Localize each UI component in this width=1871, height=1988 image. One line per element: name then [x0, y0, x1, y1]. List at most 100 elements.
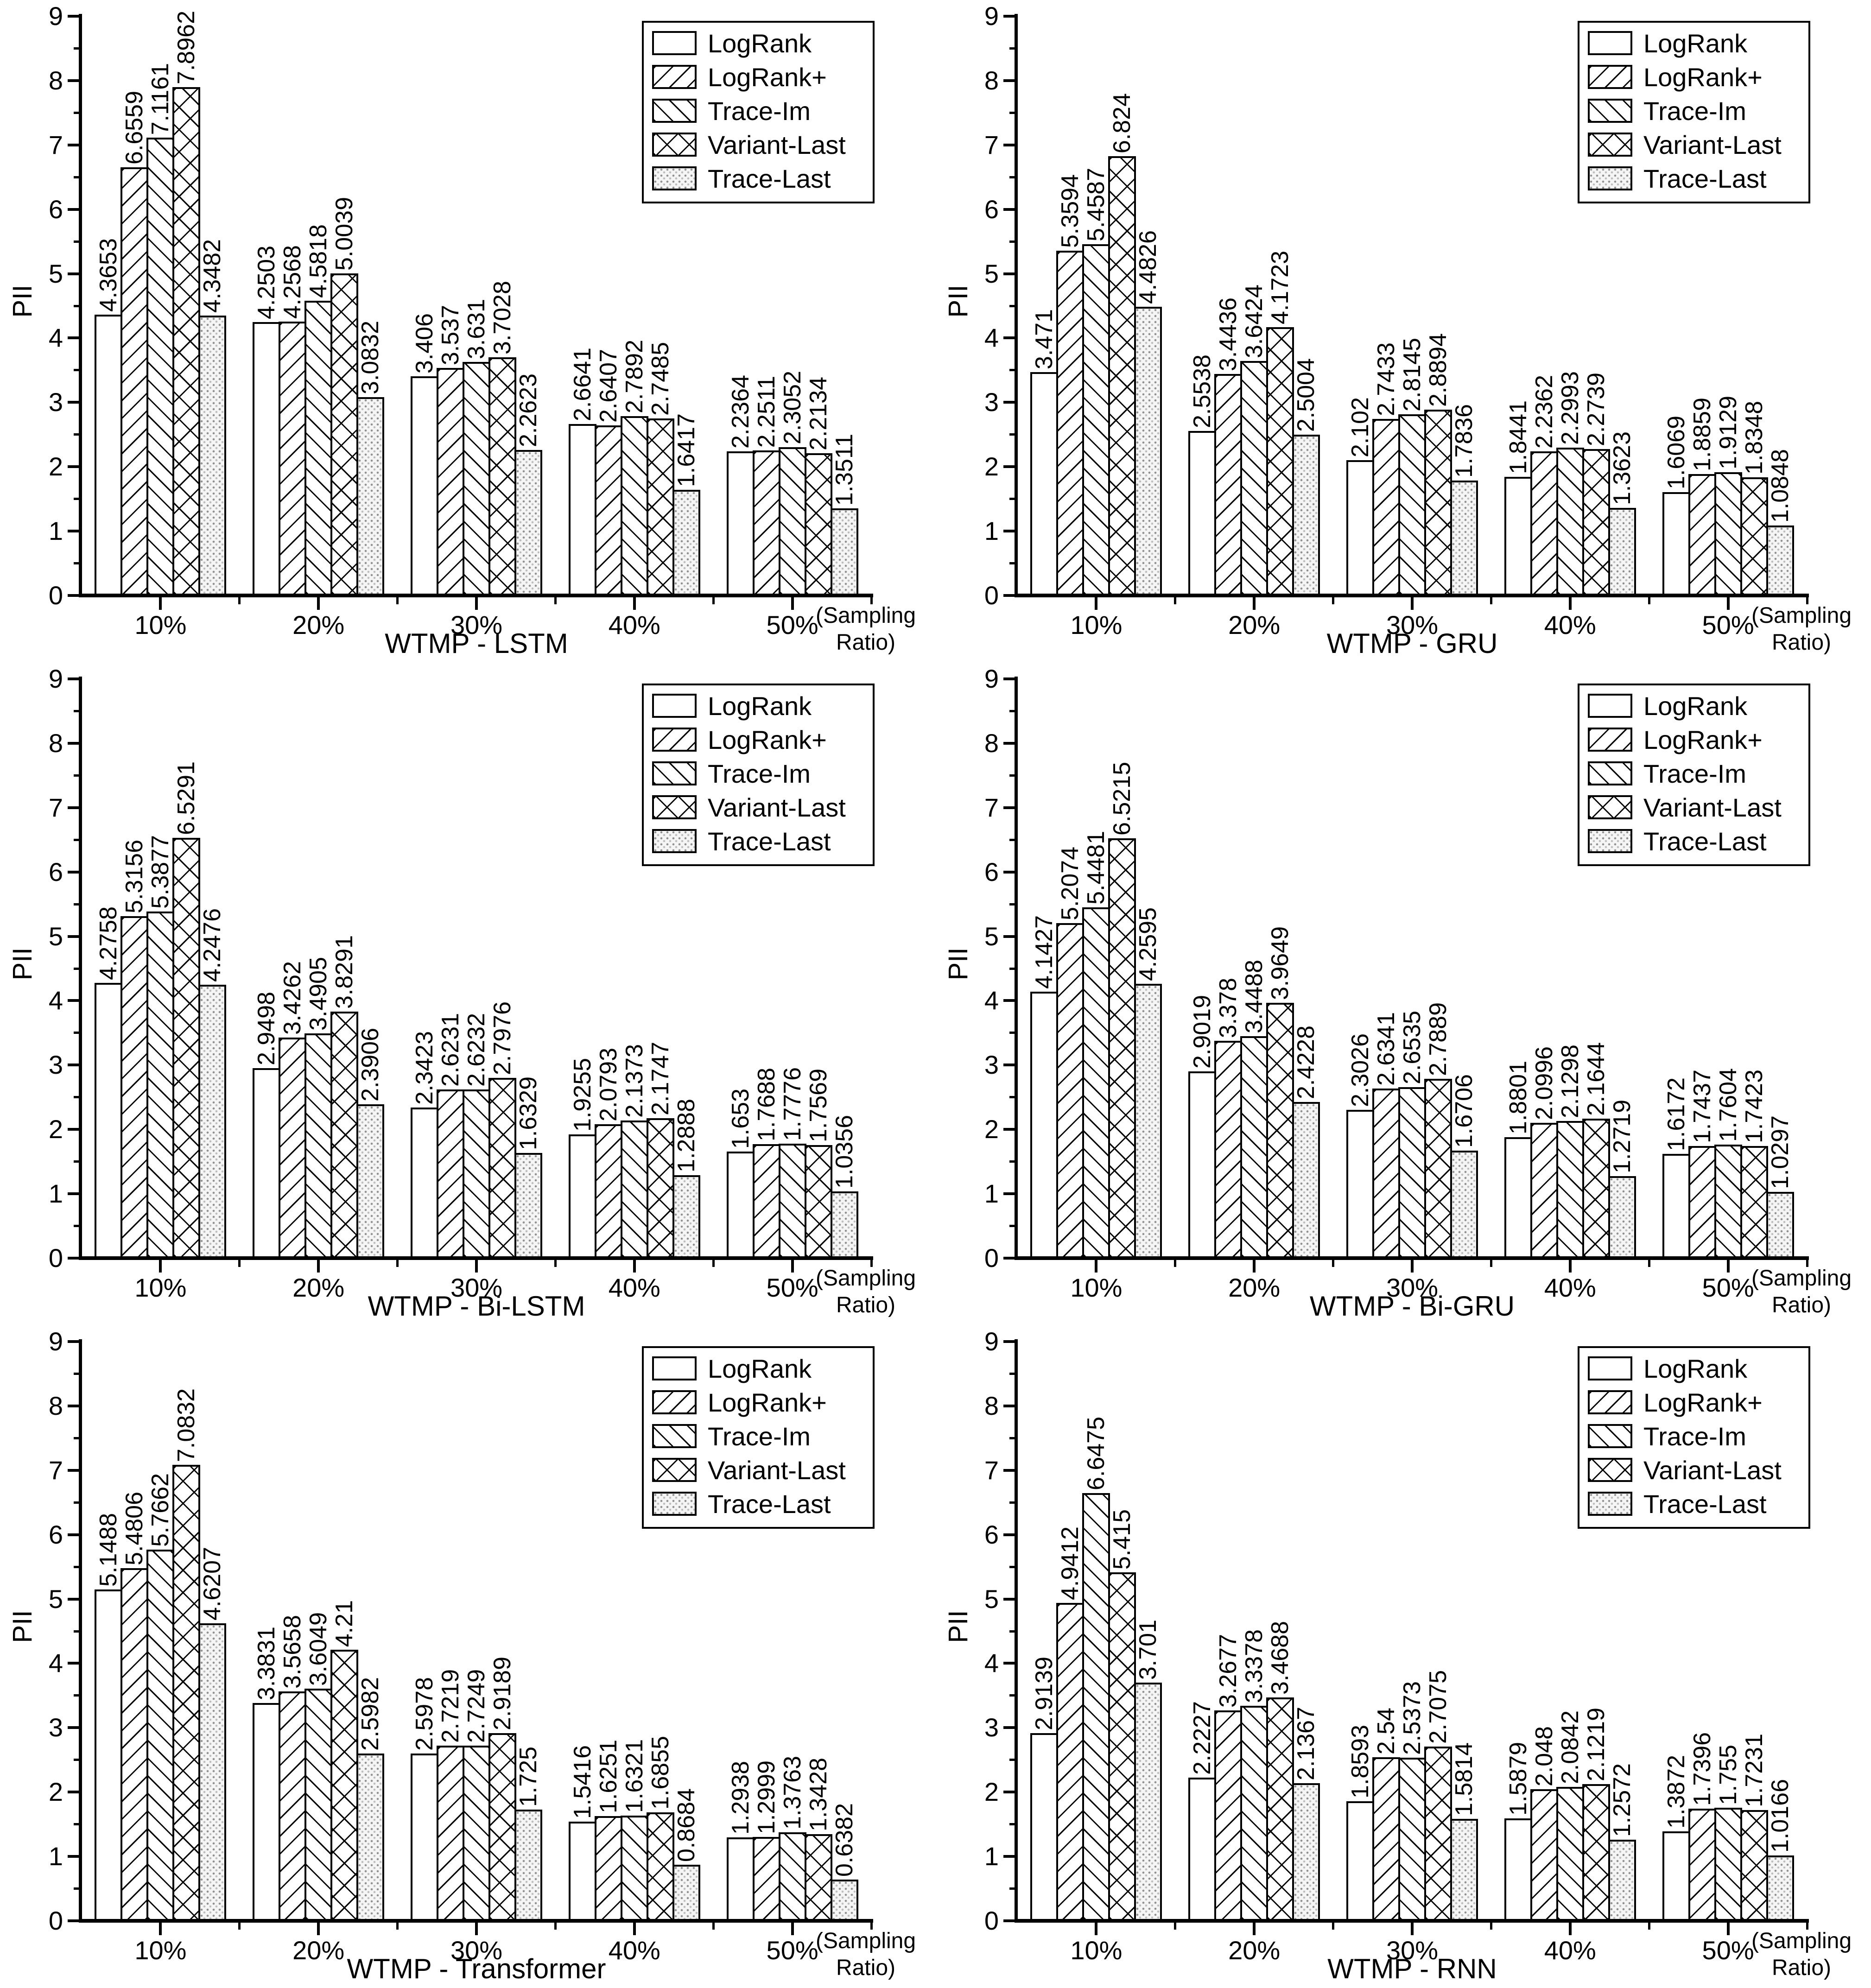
x-minor-tick — [1490, 1260, 1492, 1267]
legend-swatch-diag-up-icon — [1588, 1390, 1632, 1414]
bar — [1292, 1783, 1320, 1921]
legend-label: LogRank — [1643, 691, 1748, 721]
y-minor-tick — [74, 1437, 82, 1439]
x-major-tick — [1568, 1260, 1572, 1273]
bar-value-label: 1.7836 — [1451, 404, 1478, 478]
bar — [172, 838, 201, 1258]
bar-value-label: 1.3763 — [779, 1755, 806, 1830]
sampling-ratio-note-line2: Ratio) — [836, 1293, 896, 1317]
x-axis-line — [79, 1919, 873, 1923]
legend-swatch-none-icon — [652, 694, 697, 718]
bar-value-label: 1.0356 — [831, 1114, 858, 1189]
y-tick-label: 1 — [48, 516, 63, 546]
bar — [726, 1152, 755, 1258]
bar — [198, 1623, 227, 1921]
y-tick-label: 3 — [984, 387, 999, 417]
x-tick-label: 30% — [1386, 610, 1439, 639]
x-minor-tick — [712, 597, 715, 604]
bar-value-label: 2.2739 — [1582, 372, 1610, 446]
bar — [463, 362, 490, 595]
bar-value-label: 2.2623 — [515, 373, 542, 447]
bar — [1740, 1810, 1768, 1921]
bar — [1582, 1119, 1610, 1258]
y-tick-label: 3 — [984, 1713, 999, 1742]
y-minor-tick — [74, 1759, 82, 1761]
sampling-ratio-note-line1: (Sampling — [1751, 603, 1852, 628]
legend-swatch-diag-up-icon — [652, 65, 697, 89]
bar — [672, 1175, 700, 1258]
bar-value-label: 5.3156 — [121, 839, 148, 913]
bar — [1056, 1603, 1085, 1921]
x-major-tick — [317, 1260, 320, 1273]
y-axis-label: PII — [943, 947, 973, 981]
y-minor-tick — [1009, 1694, 1017, 1697]
bar — [1134, 307, 1162, 595]
y-major-tick — [68, 1791, 82, 1794]
bar — [594, 425, 622, 595]
bar — [1714, 1145, 1742, 1258]
y-tick-label: 2 — [48, 1777, 63, 1807]
sampling-ratio-note-line2: Ratio) — [1771, 1956, 1832, 1980]
bar — [437, 368, 464, 595]
bar-value-label: 5.0039 — [331, 196, 358, 271]
bar — [1688, 1809, 1716, 1921]
bar — [1740, 477, 1768, 595]
y-tick-label: 8 — [984, 1391, 999, 1420]
x-major-tick — [791, 1923, 794, 1935]
bar-value-label: 2.7485 — [647, 342, 674, 416]
bar-value-label: 2.9019 — [1189, 994, 1216, 1069]
bar-value-label: 3.5658 — [279, 1614, 306, 1689]
bar-value-label: 1.6069 — [1662, 415, 1690, 489]
legend-swatch-cross-icon — [1588, 133, 1632, 157]
legend-label: LogRank+ — [708, 63, 827, 92]
y-tick-label: 0 — [48, 581, 63, 610]
y-minor-tick — [1009, 1372, 1017, 1375]
legend-label: Variant-Last — [1643, 793, 1782, 822]
y-major-tick — [1003, 935, 1017, 938]
bar — [1582, 1784, 1610, 1921]
y-tick-label: 5 — [984, 259, 999, 288]
legend-item: LogRank+ — [1588, 64, 1801, 92]
bar — [646, 1118, 674, 1258]
y-tick-label: 5 — [48, 921, 63, 951]
y-minor-tick — [74, 1096, 82, 1099]
bar-value-label: 1.6251 — [595, 1739, 622, 1813]
y-tick-label: 0 — [984, 1243, 999, 1273]
bar — [172, 87, 201, 595]
legend-item: Trace-Im — [1588, 1423, 1801, 1451]
bar — [1740, 1146, 1768, 1258]
y-major-tick — [68, 741, 82, 745]
x-tick-label: 50% — [1702, 1273, 1754, 1302]
y-minor-tick — [74, 369, 82, 372]
bar-value-label: 4.2476 — [199, 908, 226, 982]
bar-value-label: 1.653 — [727, 1088, 754, 1149]
bar — [1662, 1831, 1690, 1921]
bar-value-label: 3.406 — [411, 313, 438, 374]
bar-value-label: 1.5416 — [569, 1745, 596, 1819]
y-major-tick — [1003, 1597, 1017, 1601]
bar-value-label: 3.6049 — [305, 1612, 332, 1686]
legend-label: Trace-Last — [1643, 1489, 1767, 1519]
bar — [1082, 1493, 1110, 1921]
bar — [1240, 1036, 1268, 1258]
legend-swatch-diag-down-icon — [1588, 99, 1632, 123]
y-major-tick — [68, 1919, 82, 1922]
legend: LogRank LogRank+ Trace-Im Variant-Last Trace… — [1578, 21, 1810, 203]
legend-swatch-dots-icon — [652, 1492, 697, 1516]
legend-swatch-diag-down-icon — [1588, 761, 1632, 785]
legend-item: LogRank — [1588, 693, 1801, 721]
legend-swatch-diag-up-icon — [652, 728, 697, 752]
x-axis-line — [1015, 1256, 1809, 1260]
bar — [463, 1089, 490, 1258]
y-major-tick — [1003, 1533, 1017, 1536]
x-major-tick — [633, 1260, 636, 1273]
y-major-tick — [68, 935, 82, 938]
y-axis-label: PII — [7, 1610, 38, 1643]
y-major-tick — [1003, 1128, 1017, 1131]
y-minor-tick — [1009, 838, 1017, 841]
bar-value-label: 3.471 — [1031, 309, 1058, 369]
y-tick-label: 1 — [984, 1179, 999, 1209]
bar — [1346, 460, 1374, 595]
sampling-ratio-note-line1: (Sampling — [1751, 1266, 1852, 1291]
y-tick-label: 2 — [984, 1114, 999, 1144]
